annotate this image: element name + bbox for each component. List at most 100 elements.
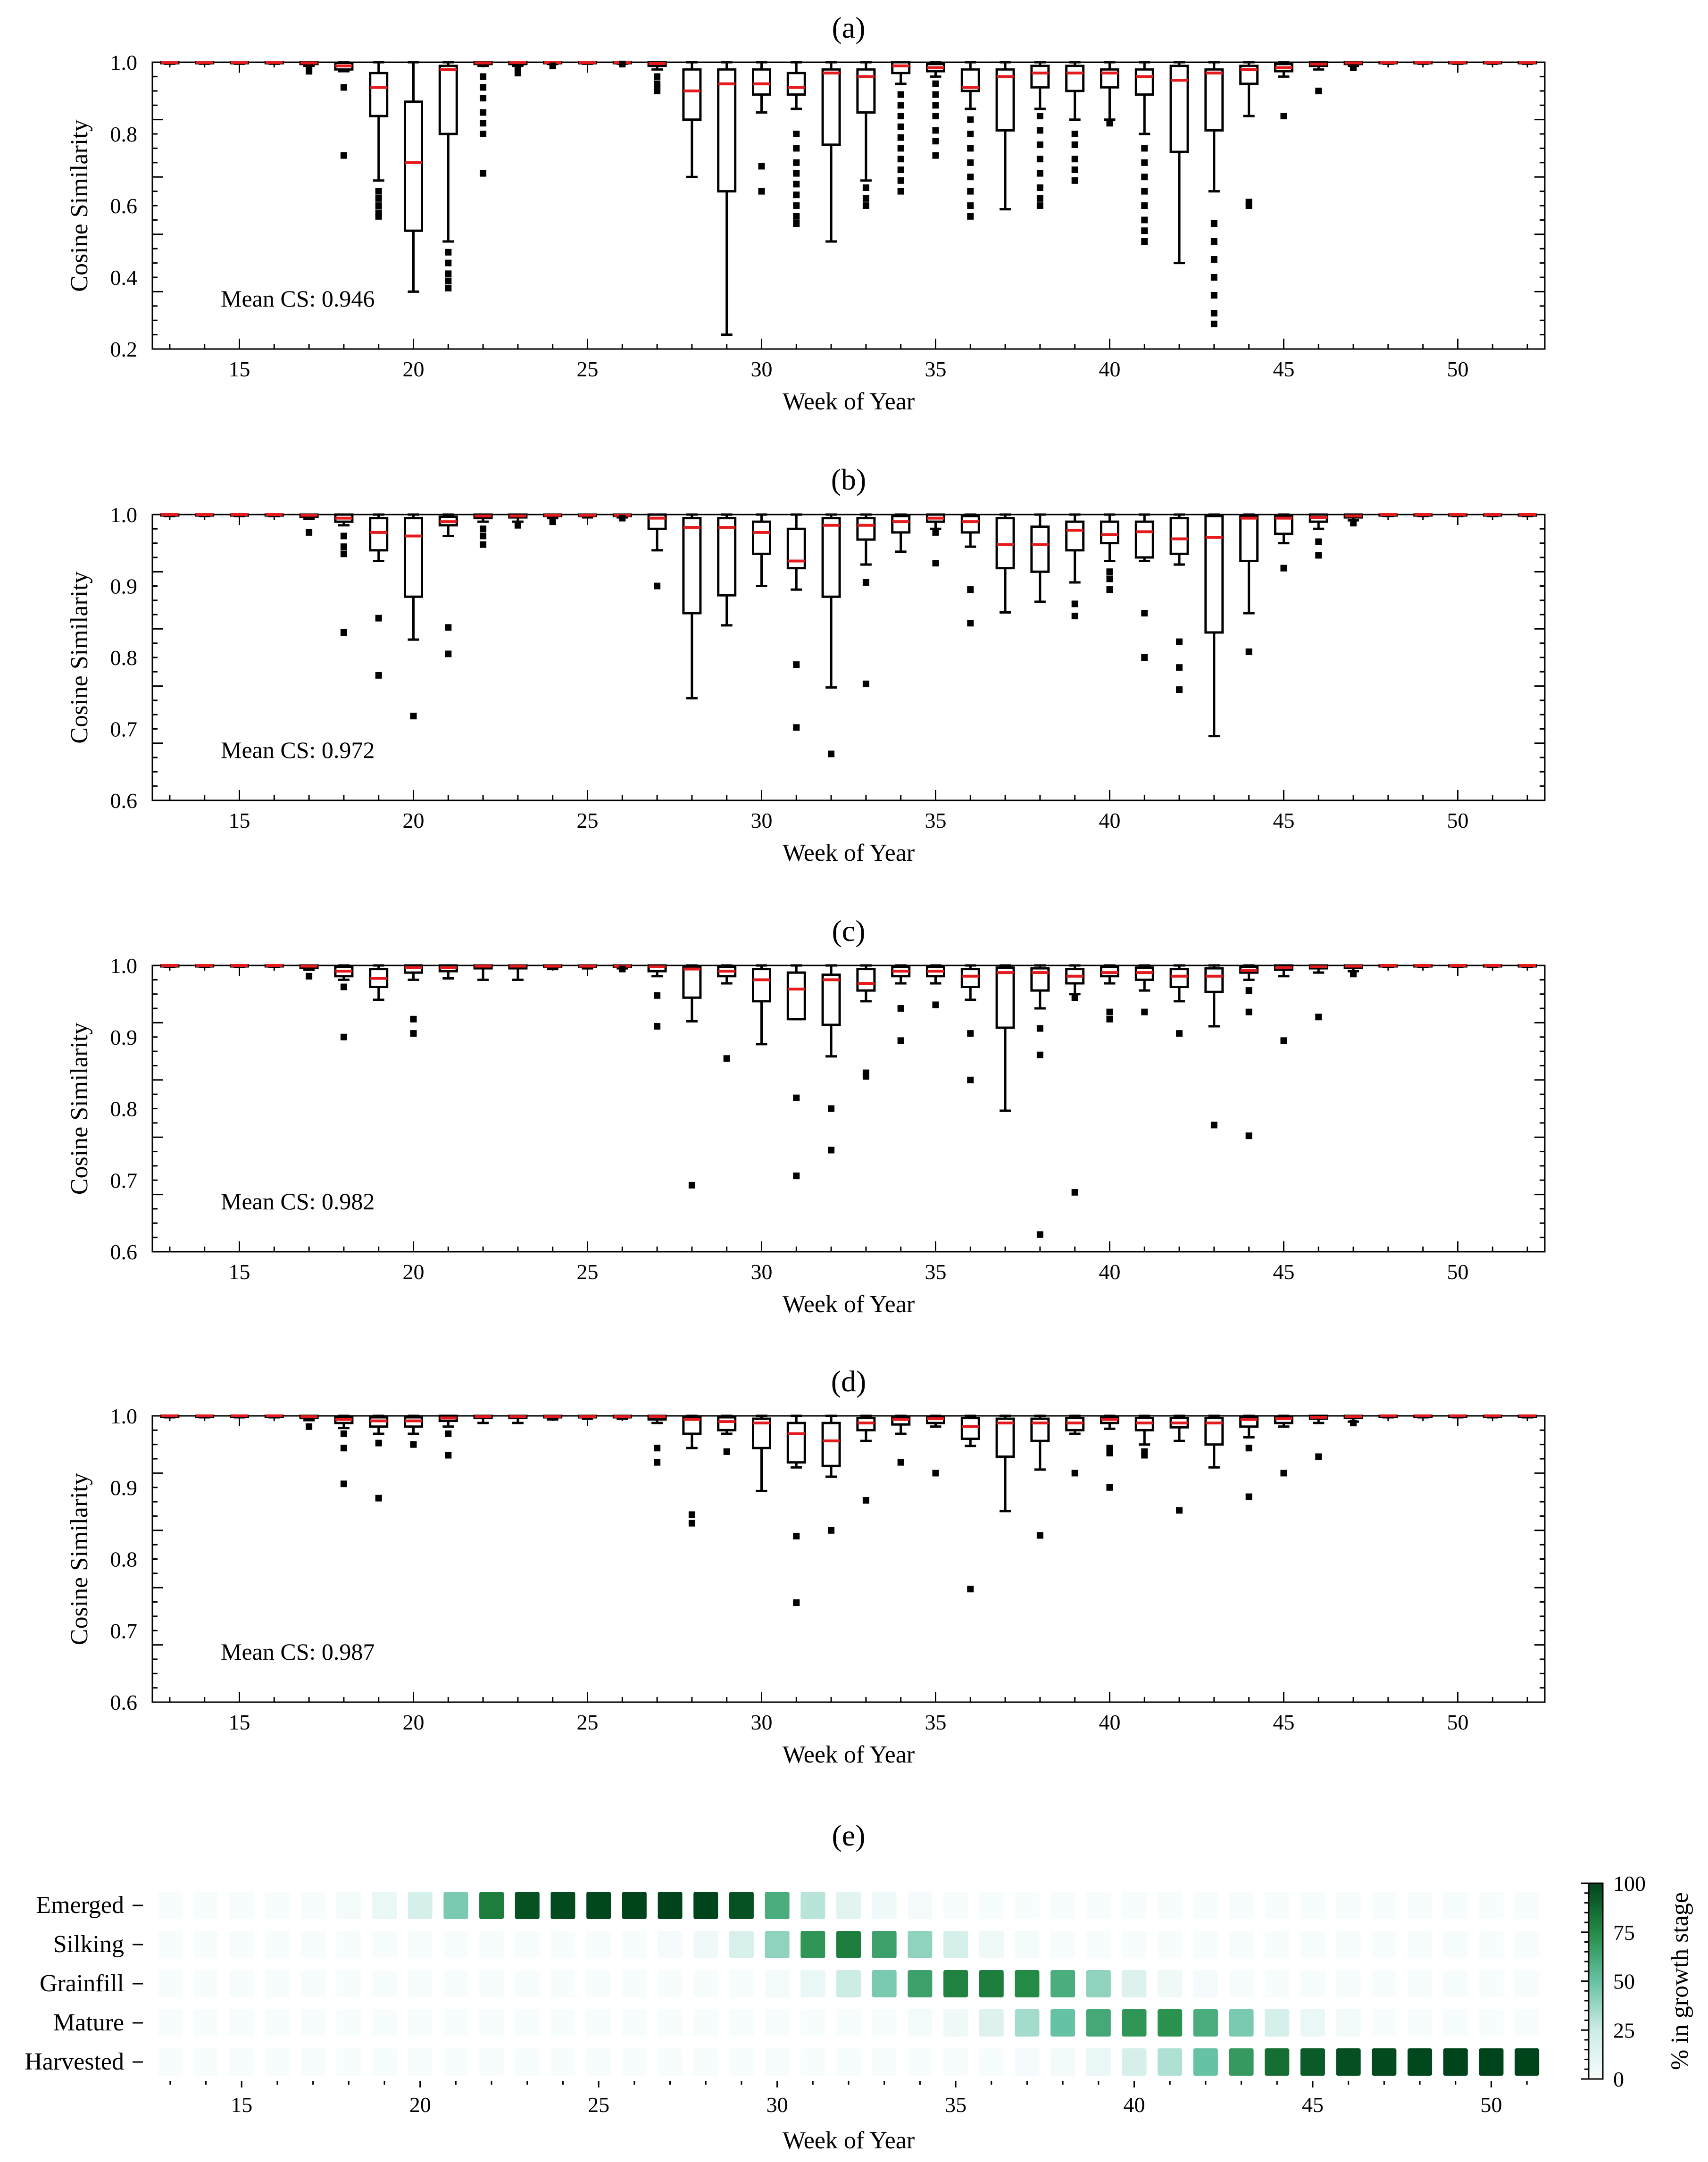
heatmap-cell [1229, 2009, 1254, 2037]
outlier-point [375, 672, 382, 679]
outlier-point [306, 973, 313, 980]
outlier-point [619, 515, 626, 522]
outlier-point [654, 87, 661, 94]
y-tick-label: 0.8 [110, 646, 138, 670]
heatmap-cell [1193, 1970, 1218, 1997]
heatmap-cell [943, 1892, 968, 1919]
outlier-point [932, 529, 939, 536]
outlier-point [1245, 1493, 1252, 1500]
heatmap-cell [1479, 2009, 1504, 2037]
heatmap-cell [1408, 2048, 1433, 2076]
outlier-point [793, 202, 800, 209]
outlier-point [410, 1030, 417, 1037]
outlier-point [340, 532, 347, 540]
outlier-point [793, 220, 800, 227]
outlier-point [445, 249, 452, 256]
y-tick-label: 0.7 [110, 1619, 138, 1643]
y-tick-label: 0.8 [110, 1547, 138, 1572]
outlier-point [1315, 538, 1322, 545]
box [821, 517, 841, 598]
heatmap-cell [1479, 1931, 1504, 1958]
heatmap-cell [515, 2009, 540, 2037]
outlier-point [1036, 202, 1043, 209]
outlier-point [1141, 1452, 1148, 1459]
box [1239, 515, 1259, 562]
x-tick-label: 45 [1273, 1710, 1295, 1734]
y-axis-title: Cosine Similarity [66, 571, 93, 743]
heatmap-cell [586, 1892, 611, 1919]
outlier-point [1280, 565, 1287, 572]
outlier-point [445, 284, 452, 291]
y-tick-label: 1.0 [110, 50, 138, 75]
x-axis-title: Week of Year [783, 388, 915, 415]
colorbar-tick-label: 100 [1613, 1871, 1646, 1896]
heatmap-cell [550, 1970, 575, 1997]
outlier-point [793, 1599, 800, 1606]
outlier-point [1280, 1037, 1287, 1044]
heatmap-cell [729, 1892, 754, 1919]
outlier-point [967, 1076, 974, 1083]
outlier-point [1245, 1445, 1252, 1452]
y-tick-label: 1.0 [110, 503, 138, 527]
heatmap-cell [1229, 1931, 1254, 1958]
x-tick-label: 20 [403, 808, 425, 832]
box [752, 68, 771, 96]
box [1030, 525, 1050, 573]
heatmap-cell [800, 1931, 825, 1958]
outlier-point [793, 1172, 800, 1180]
y-tick-label: 0.9 [110, 1025, 138, 1049]
heatmap-cell [908, 2048, 933, 2076]
outlier-point [1350, 64, 1357, 71]
heatmap-cell [1050, 2048, 1075, 2076]
outlier-point [793, 159, 800, 166]
outlier-point [1210, 220, 1217, 227]
outlier-point [1036, 127, 1043, 134]
outlier-point [1176, 686, 1183, 693]
outlier-point [375, 1439, 382, 1447]
outlier-point [1141, 610, 1148, 617]
panel-label: (a) [832, 11, 865, 44]
outlier-point [1106, 586, 1113, 593]
heatmap-cell [336, 2048, 361, 2076]
x-tick-label: 30 [751, 1710, 773, 1734]
heatmap-cell [658, 1970, 683, 1997]
outlier-point [375, 202, 382, 209]
heatmap-cell [265, 2048, 290, 2076]
heatmap-cell [372, 1892, 397, 1919]
x-tick-label: 40 [1099, 1710, 1121, 1734]
outlier-point [619, 60, 626, 67]
heatmap-cell [1229, 1892, 1254, 1919]
heatmap-cell [729, 1970, 754, 1997]
box [786, 72, 806, 96]
outlier-point [897, 91, 904, 98]
outlier-point [410, 1441, 417, 1448]
heatmap-cell [765, 2048, 790, 2076]
box [856, 968, 876, 992]
outlier-point [654, 1023, 661, 1030]
heatmap-cell [550, 2048, 575, 2076]
box [821, 68, 841, 146]
outlier-point [1036, 1231, 1043, 1238]
outlier-point [932, 113, 939, 119]
heatmap-cell [765, 2009, 790, 2037]
heatmap-cell [622, 2009, 647, 2037]
heatmap-cell [265, 1931, 290, 1958]
outlier-point [1245, 648, 1252, 655]
box [821, 1422, 841, 1467]
heatmap-cell [622, 1970, 647, 1997]
heatmap-cell [800, 2009, 825, 2037]
x-tick-label: 15 [231, 2093, 252, 2117]
outlier-point [654, 992, 661, 999]
outlier-point [1036, 170, 1043, 177]
box [717, 68, 737, 193]
x-tick-label: 35 [925, 808, 947, 832]
heatmap-cell [658, 1931, 683, 1958]
heatmap-cell [336, 2009, 361, 2037]
outlier-point [897, 1005, 904, 1012]
x-tick-label: 30 [751, 808, 773, 832]
outlier-point [445, 1430, 452, 1437]
mean-cs-annotation: Mean CS: 0.972 [221, 737, 375, 763]
outlier-point [1071, 177, 1078, 184]
heatmap-cell [765, 1931, 790, 1958]
outlier-point [897, 102, 904, 109]
